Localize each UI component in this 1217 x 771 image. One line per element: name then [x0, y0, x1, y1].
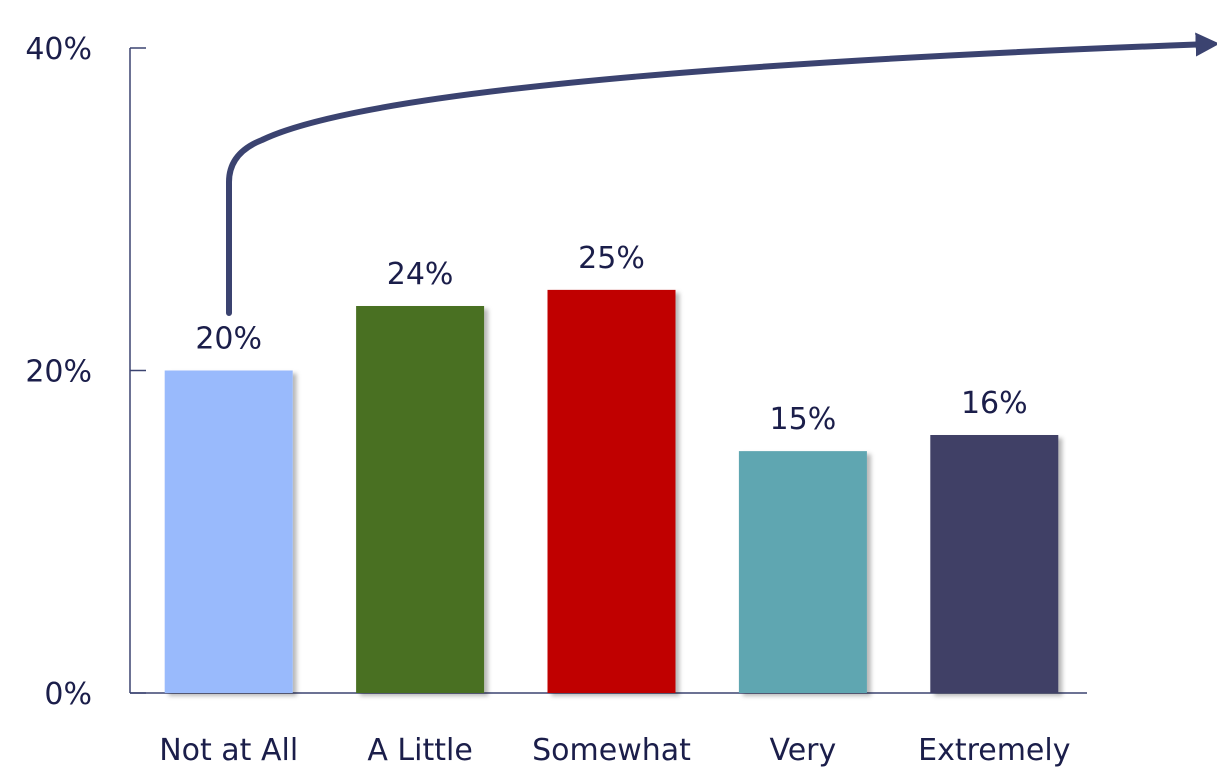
- labels: 0% 20% 40% 20% Not at All 24% A Little 25% Somew…: [25, 32, 1070, 768]
- bar-3: [738, 451, 867, 693]
- x-category-label: Very: [770, 733, 837, 768]
- data-label: 20%: [195, 322, 262, 357]
- y-tick-label: 40%: [25, 32, 92, 67]
- data-label: 24%: [387, 257, 454, 292]
- x-category-label: Somewhat: [532, 733, 691, 768]
- bars: [164, 289, 1059, 693]
- y-tick-label: 0%: [44, 677, 92, 712]
- bar-2: [547, 289, 676, 693]
- x-category-label: Not at All: [159, 733, 298, 768]
- x-category-label: Extremely: [918, 733, 1070, 768]
- bar-4: [930, 435, 1059, 693]
- trend-arrow-icon: [226, 32, 1217, 316]
- data-label: 25%: [578, 241, 645, 276]
- x-category-label: A Little: [367, 733, 472, 768]
- bar-1: [356, 306, 485, 693]
- data-label: 16%: [961, 386, 1028, 421]
- y-tick-label: 20%: [25, 355, 92, 390]
- bar-0: [164, 370, 293, 693]
- data-label: 15%: [770, 402, 837, 437]
